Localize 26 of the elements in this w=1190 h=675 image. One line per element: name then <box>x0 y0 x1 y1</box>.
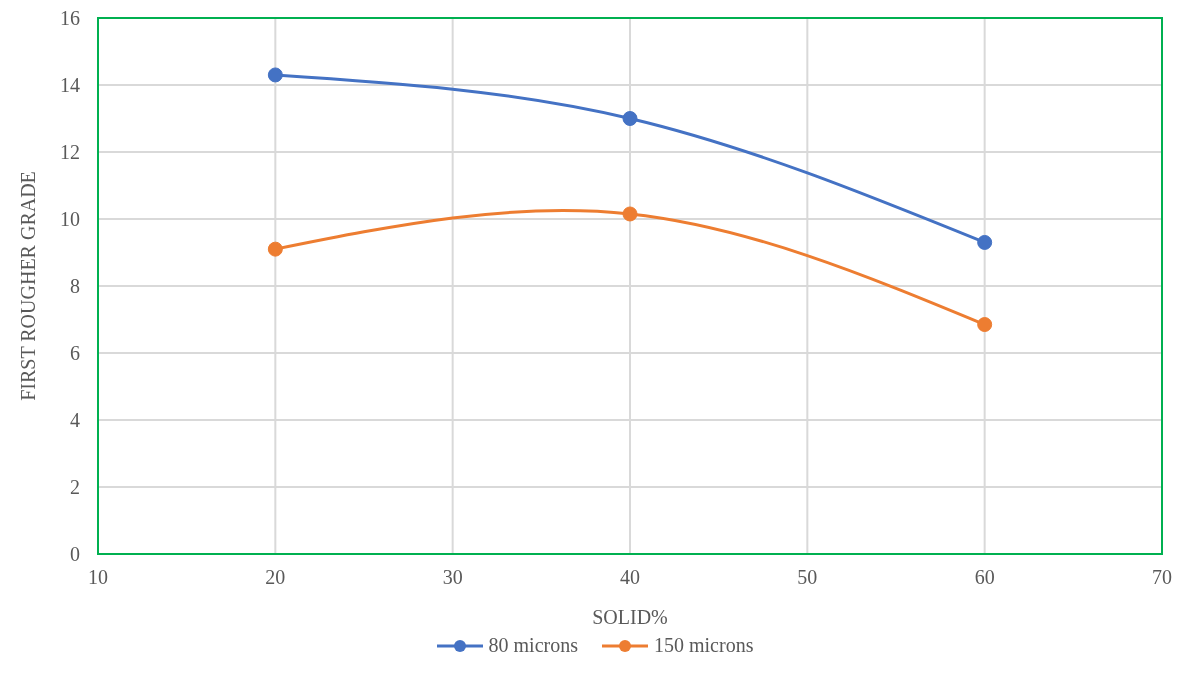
point <box>977 317 993 333</box>
y-axis-title: FIRST ROUGHER GRADE <box>17 171 40 401</box>
x-tick-label: 40 <box>620 566 640 589</box>
x-tick-label: 30 <box>442 566 463 589</box>
point <box>622 206 638 222</box>
y-tick-label: 8 <box>70 275 80 298</box>
point <box>622 111 638 126</box>
y-tick-label: 0 <box>70 543 80 566</box>
point <box>977 234 993 250</box>
x-tick-label: 70 <box>1152 566 1172 589</box>
y-tick-label: 10 <box>60 208 80 231</box>
x-axis-title: SOLID% <box>592 606 668 628</box>
point <box>267 67 283 83</box>
x-tick-label: 10 <box>88 566 108 589</box>
y-tick-label: 16 <box>60 7 80 30</box>
x-tick-label: 50 <box>797 566 818 589</box>
legend-label: 150 microns <box>654 634 754 657</box>
x-tick-label: 20 <box>265 566 286 589</box>
point <box>267 241 283 257</box>
x-tick-label: 60 <box>974 566 995 589</box>
y-tick-label: 4 <box>70 409 80 432</box>
y-tick-label: 12 <box>60 141 80 164</box>
legend-label: 80 microns <box>488 634 578 657</box>
y-tick-label: 2 <box>70 476 80 499</box>
y-tick-label: 6 <box>70 342 80 365</box>
y-tick-label: 14 <box>60 74 80 97</box>
